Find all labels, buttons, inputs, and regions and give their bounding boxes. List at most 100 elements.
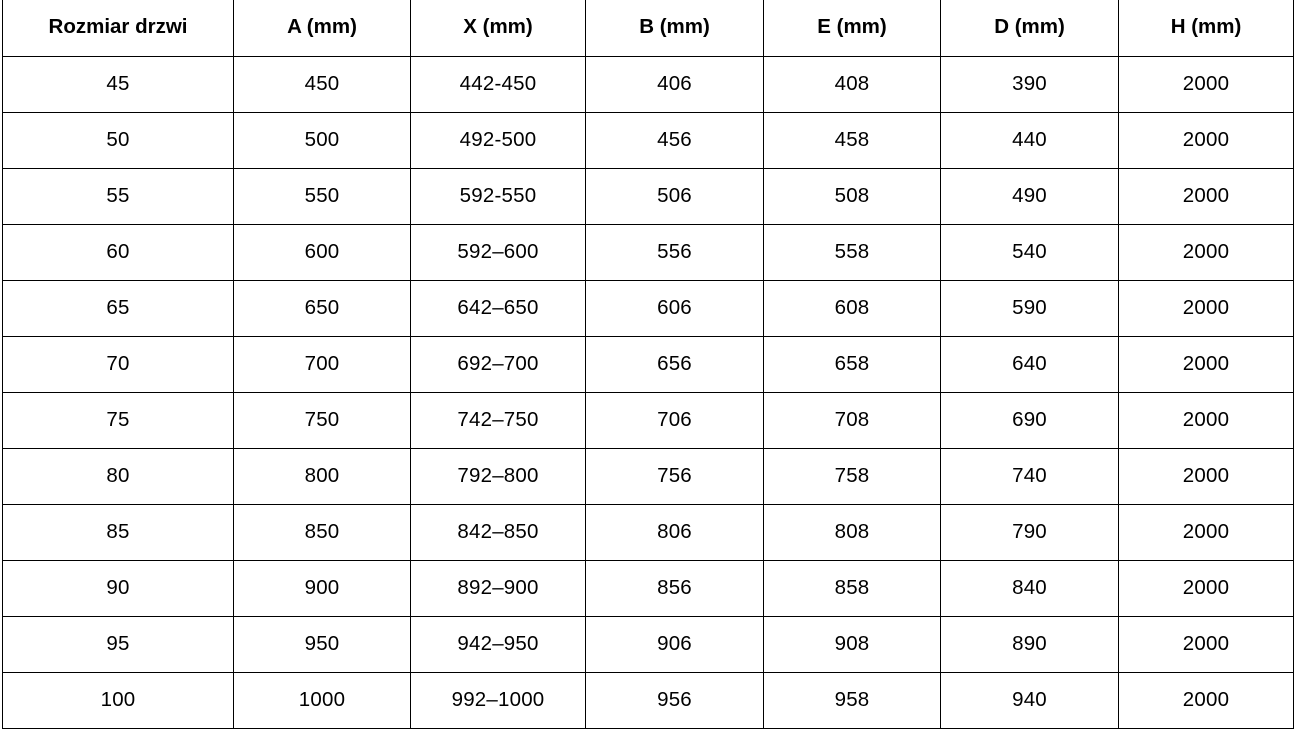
cell-h: 2000 <box>1118 503 1294 561</box>
cell-d: 640 <box>940 335 1119 393</box>
cell-d: 540 <box>940 223 1119 281</box>
cell-a: 450 <box>233 55 411 113</box>
cell-h: 2000 <box>1118 615 1294 673</box>
cell-x: 992–1000 <box>410 671 586 729</box>
cell-h: 2000 <box>1118 223 1294 281</box>
cell-size: 95 <box>2 615 234 673</box>
cell-x: 492-500 <box>410 111 586 169</box>
cell-x: 892–900 <box>410 559 586 617</box>
cell-h: 2000 <box>1118 335 1294 393</box>
table-row: 70 700 692–700 656 658 640 2000 <box>2 335 1294 393</box>
cell-size: 90 <box>2 559 234 617</box>
cell-e: 758 <box>763 447 941 505</box>
cell-x: 592–600 <box>410 223 586 281</box>
cell-size: 75 <box>2 391 234 449</box>
cell-b: 606 <box>585 279 764 337</box>
cell-x: 642–650 <box>410 279 586 337</box>
cell-d: 940 <box>940 671 1119 729</box>
cell-b: 706 <box>585 391 764 449</box>
cell-e: 658 <box>763 335 941 393</box>
column-header-size: Rozmiar drzwi <box>2 0 234 57</box>
cell-h: 2000 <box>1118 391 1294 449</box>
cell-size: 55 <box>2 167 234 225</box>
cell-a: 800 <box>233 447 411 505</box>
table-row: 85 850 842–850 806 808 790 2000 <box>2 503 1294 561</box>
cell-e: 608 <box>763 279 941 337</box>
cell-b: 556 <box>585 223 764 281</box>
table-row: 100 1000 992–1000 956 958 940 2000 <box>2 671 1294 729</box>
cell-h: 2000 <box>1118 167 1294 225</box>
cell-a: 1000 <box>233 671 411 729</box>
cell-h: 2000 <box>1118 671 1294 729</box>
table-row: 55 550 592-550 506 508 490 2000 <box>2 167 1294 225</box>
cell-h: 2000 <box>1118 279 1294 337</box>
cell-e: 958 <box>763 671 941 729</box>
cell-d: 690 <box>940 391 1119 449</box>
table-row: 45 450 442-450 406 408 390 2000 <box>2 55 1294 113</box>
table-row: 65 650 642–650 606 608 590 2000 <box>2 279 1294 337</box>
cell-h: 2000 <box>1118 111 1294 169</box>
cell-d: 840 <box>940 559 1119 617</box>
cell-b: 806 <box>585 503 764 561</box>
cell-b: 756 <box>585 447 764 505</box>
cell-size: 100 <box>2 671 234 729</box>
table-header: Rozmiar drzwi A (mm) X (mm) B (mm) E (mm… <box>2 0 1294 57</box>
cell-d: 390 <box>940 55 1119 113</box>
cell-e: 408 <box>763 55 941 113</box>
cell-a: 600 <box>233 223 411 281</box>
column-header-a: A (mm) <box>233 0 411 57</box>
cell-h: 2000 <box>1118 559 1294 617</box>
cell-d: 590 <box>940 279 1119 337</box>
cell-a: 700 <box>233 335 411 393</box>
cell-size: 45 <box>2 55 234 113</box>
table-body: 45 450 442-450 406 408 390 2000 50 500 492-500 456… <box>2 55 1294 729</box>
cell-size: 60 <box>2 223 234 281</box>
cell-d: 890 <box>940 615 1119 673</box>
cell-e: 558 <box>763 223 941 281</box>
cell-d: 790 <box>940 503 1119 561</box>
cell-a: 500 <box>233 111 411 169</box>
cell-x: 442-450 <box>410 55 586 113</box>
cell-x: 592-550 <box>410 167 586 225</box>
cell-b: 906 <box>585 615 764 673</box>
cell-a: 900 <box>233 559 411 617</box>
cell-h: 2000 <box>1118 55 1294 113</box>
cell-a: 950 <box>233 615 411 673</box>
cell-x: 792–800 <box>410 447 586 505</box>
cell-x: 942–950 <box>410 615 586 673</box>
cell-e: 508 <box>763 167 941 225</box>
cell-d: 740 <box>940 447 1119 505</box>
cell-size: 85 <box>2 503 234 561</box>
cell-b: 656 <box>585 335 764 393</box>
cell-d: 490 <box>940 167 1119 225</box>
cell-size: 50 <box>2 111 234 169</box>
table-row: 60 600 592–600 556 558 540 2000 <box>2 223 1294 281</box>
column-header-h: H (mm) <box>1118 0 1294 57</box>
table-row: 95 950 942–950 906 908 890 2000 <box>2 615 1294 673</box>
table-header-row: Rozmiar drzwi A (mm) X (mm) B (mm) E (mm… <box>2 0 1294 57</box>
cell-b: 406 <box>585 55 764 113</box>
table-row: 50 500 492-500 456 458 440 2000 <box>2 111 1294 169</box>
cell-e: 708 <box>763 391 941 449</box>
table-row: 75 750 742–750 706 708 690 2000 <box>2 391 1294 449</box>
column-header-b: B (mm) <box>585 0 764 57</box>
cell-h: 2000 <box>1118 447 1294 505</box>
cell-a: 750 <box>233 391 411 449</box>
cell-b: 506 <box>585 167 764 225</box>
table-row: 80 800 792–800 756 758 740 2000 <box>2 447 1294 505</box>
cell-size: 70 <box>2 335 234 393</box>
cell-e: 908 <box>763 615 941 673</box>
column-header-x: X (mm) <box>410 0 586 57</box>
cell-a: 850 <box>233 503 411 561</box>
cell-b: 456 <box>585 111 764 169</box>
cell-a: 650 <box>233 279 411 337</box>
cell-x: 742–750 <box>410 391 586 449</box>
cell-size: 80 <box>2 447 234 505</box>
cell-b: 956 <box>585 671 764 729</box>
table-row: 90 900 892–900 856 858 840 2000 <box>2 559 1294 617</box>
cell-d: 440 <box>940 111 1119 169</box>
cell-x: 692–700 <box>410 335 586 393</box>
cell-a: 550 <box>233 167 411 225</box>
